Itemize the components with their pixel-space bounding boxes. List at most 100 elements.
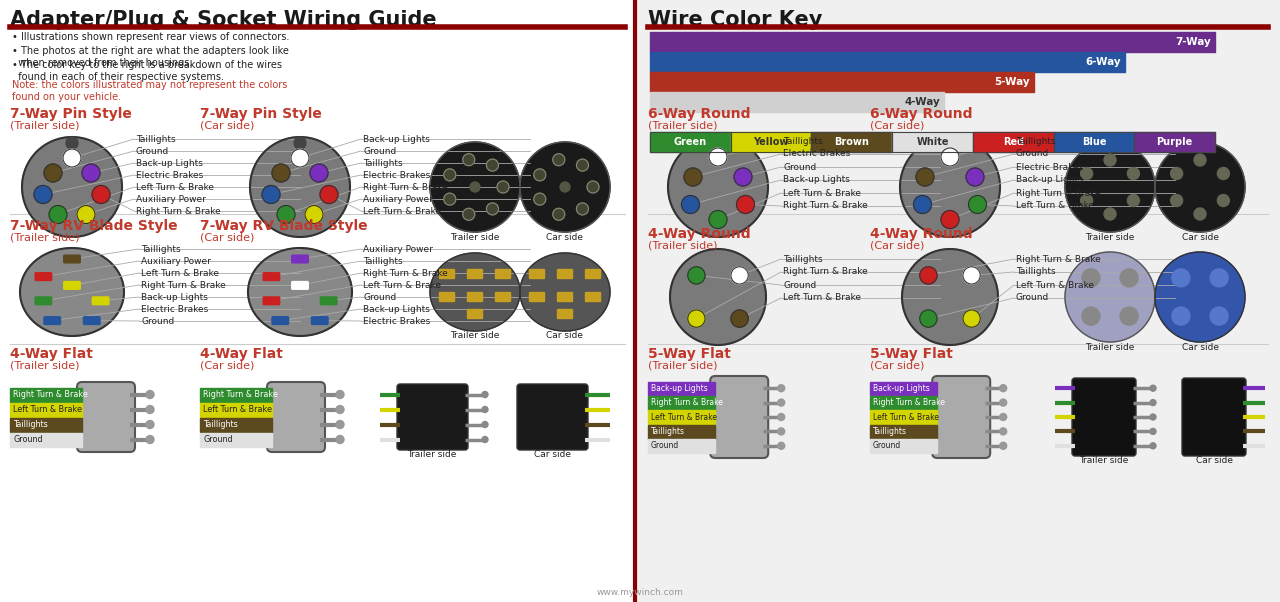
Bar <box>200 388 273 402</box>
Circle shape <box>687 310 705 327</box>
Circle shape <box>778 399 785 406</box>
Text: Adapter/Plug & Socket Wiring Guide: Adapter/Plug & Socket Wiring Guide <box>10 10 436 30</box>
Circle shape <box>1000 414 1006 421</box>
Circle shape <box>1149 385 1156 391</box>
Text: Left Turn & Brake: Left Turn & Brake <box>652 412 717 421</box>
Bar <box>1134 132 1215 152</box>
Text: Taillights: Taillights <box>204 420 238 429</box>
Text: Electric Brakes: Electric Brakes <box>783 149 850 158</box>
Circle shape <box>483 436 488 442</box>
Bar <box>648 424 716 439</box>
Text: Car side: Car side <box>534 450 571 459</box>
Text: Right Turn & Brake: Right Turn & Brake <box>364 268 448 278</box>
Text: Car side: Car side <box>1196 456 1233 465</box>
Text: Electric Brakes: Electric Brakes <box>364 317 430 326</box>
Text: Left Turn & Brake: Left Turn & Brake <box>783 294 861 302</box>
Circle shape <box>1149 429 1156 435</box>
Circle shape <box>49 205 67 223</box>
FancyBboxPatch shape <box>92 297 109 305</box>
Circle shape <box>778 442 785 449</box>
Circle shape <box>92 185 110 203</box>
Text: Taillights: Taillights <box>141 244 180 253</box>
Bar <box>650 132 731 152</box>
Bar <box>10 388 82 402</box>
Text: Ground: Ground <box>873 441 901 450</box>
Text: Yellow: Yellow <box>754 137 788 147</box>
FancyBboxPatch shape <box>495 270 511 279</box>
FancyBboxPatch shape <box>271 317 288 324</box>
Bar <box>200 403 273 417</box>
Circle shape <box>1194 154 1206 166</box>
FancyBboxPatch shape <box>1073 378 1137 456</box>
Text: Trailer side: Trailer side <box>1085 343 1134 352</box>
Circle shape <box>941 148 959 166</box>
Circle shape <box>77 205 95 223</box>
Circle shape <box>588 181 599 193</box>
Text: 6-Way Round: 6-Way Round <box>870 107 973 121</box>
Text: 7-Way: 7-Way <box>1175 37 1211 47</box>
Bar <box>731 132 812 152</box>
Text: Car side: Car side <box>547 233 584 242</box>
Circle shape <box>1000 428 1006 435</box>
Circle shape <box>668 137 768 237</box>
Text: Taillights: Taillights <box>783 137 823 146</box>
Circle shape <box>276 205 294 223</box>
Text: Ground: Ground <box>783 163 817 172</box>
Text: Right Turn & Brake: Right Turn & Brake <box>652 398 723 407</box>
Bar <box>1053 132 1134 152</box>
Circle shape <box>1128 194 1139 206</box>
Circle shape <box>335 406 344 414</box>
Text: Right Turn & Brake: Right Turn & Brake <box>141 281 225 290</box>
Text: Left Turn & Brake: Left Turn & Brake <box>136 182 214 191</box>
Text: (Car side): (Car side) <box>870 241 924 251</box>
Circle shape <box>146 391 154 399</box>
Circle shape <box>483 421 488 427</box>
Circle shape <box>1194 208 1206 220</box>
Circle shape <box>294 137 306 149</box>
Circle shape <box>520 142 611 232</box>
Text: www.mywinch.com: www.mywinch.com <box>596 588 684 597</box>
Bar <box>10 432 82 447</box>
Ellipse shape <box>430 253 520 331</box>
Circle shape <box>709 211 727 229</box>
FancyBboxPatch shape <box>264 273 280 281</box>
Bar <box>648 411 716 424</box>
Text: Right Turn & Brake: Right Turn & Brake <box>873 398 945 407</box>
Circle shape <box>63 149 81 167</box>
Text: 6-Way: 6-Way <box>1085 57 1120 67</box>
Circle shape <box>920 310 937 327</box>
Text: Taillights: Taillights <box>136 134 175 143</box>
Text: Trailer side: Trailer side <box>451 331 499 340</box>
Circle shape <box>497 181 509 193</box>
Text: Back-up Lights: Back-up Lights <box>652 383 708 393</box>
Text: Ground: Ground <box>141 317 174 326</box>
Circle shape <box>534 193 545 205</box>
Text: Ground: Ground <box>364 146 397 155</box>
Text: Left Turn & Brake: Left Turn & Brake <box>13 405 82 414</box>
Circle shape <box>1171 167 1183 179</box>
Text: (Trailer side): (Trailer side) <box>648 121 718 131</box>
Circle shape <box>778 385 785 392</box>
Text: Back-up Lights: Back-up Lights <box>364 134 430 143</box>
Text: Auxiliary Power: Auxiliary Power <box>136 194 206 203</box>
Text: Trailer side: Trailer side <box>407 450 457 459</box>
Text: Right Turn & Brake: Right Turn & Brake <box>364 182 448 191</box>
FancyBboxPatch shape <box>35 297 51 305</box>
Circle shape <box>916 168 934 186</box>
Text: Left Turn & Brake: Left Turn & Brake <box>783 188 861 197</box>
Circle shape <box>561 182 570 192</box>
Text: Left Turn & Brake: Left Turn & Brake <box>1016 281 1094 290</box>
Circle shape <box>146 435 154 444</box>
Ellipse shape <box>248 248 352 336</box>
Text: Blue: Blue <box>1082 137 1106 147</box>
Text: 4-Way Flat: 4-Way Flat <box>200 347 283 361</box>
Circle shape <box>82 164 100 182</box>
FancyBboxPatch shape <box>320 297 337 305</box>
Circle shape <box>1000 385 1006 392</box>
Circle shape <box>1065 252 1155 342</box>
Bar <box>1053 132 1134 152</box>
Circle shape <box>576 159 589 171</box>
Text: Right Turn & Brake: Right Turn & Brake <box>783 267 868 276</box>
Circle shape <box>273 164 291 182</box>
Circle shape <box>262 185 280 203</box>
